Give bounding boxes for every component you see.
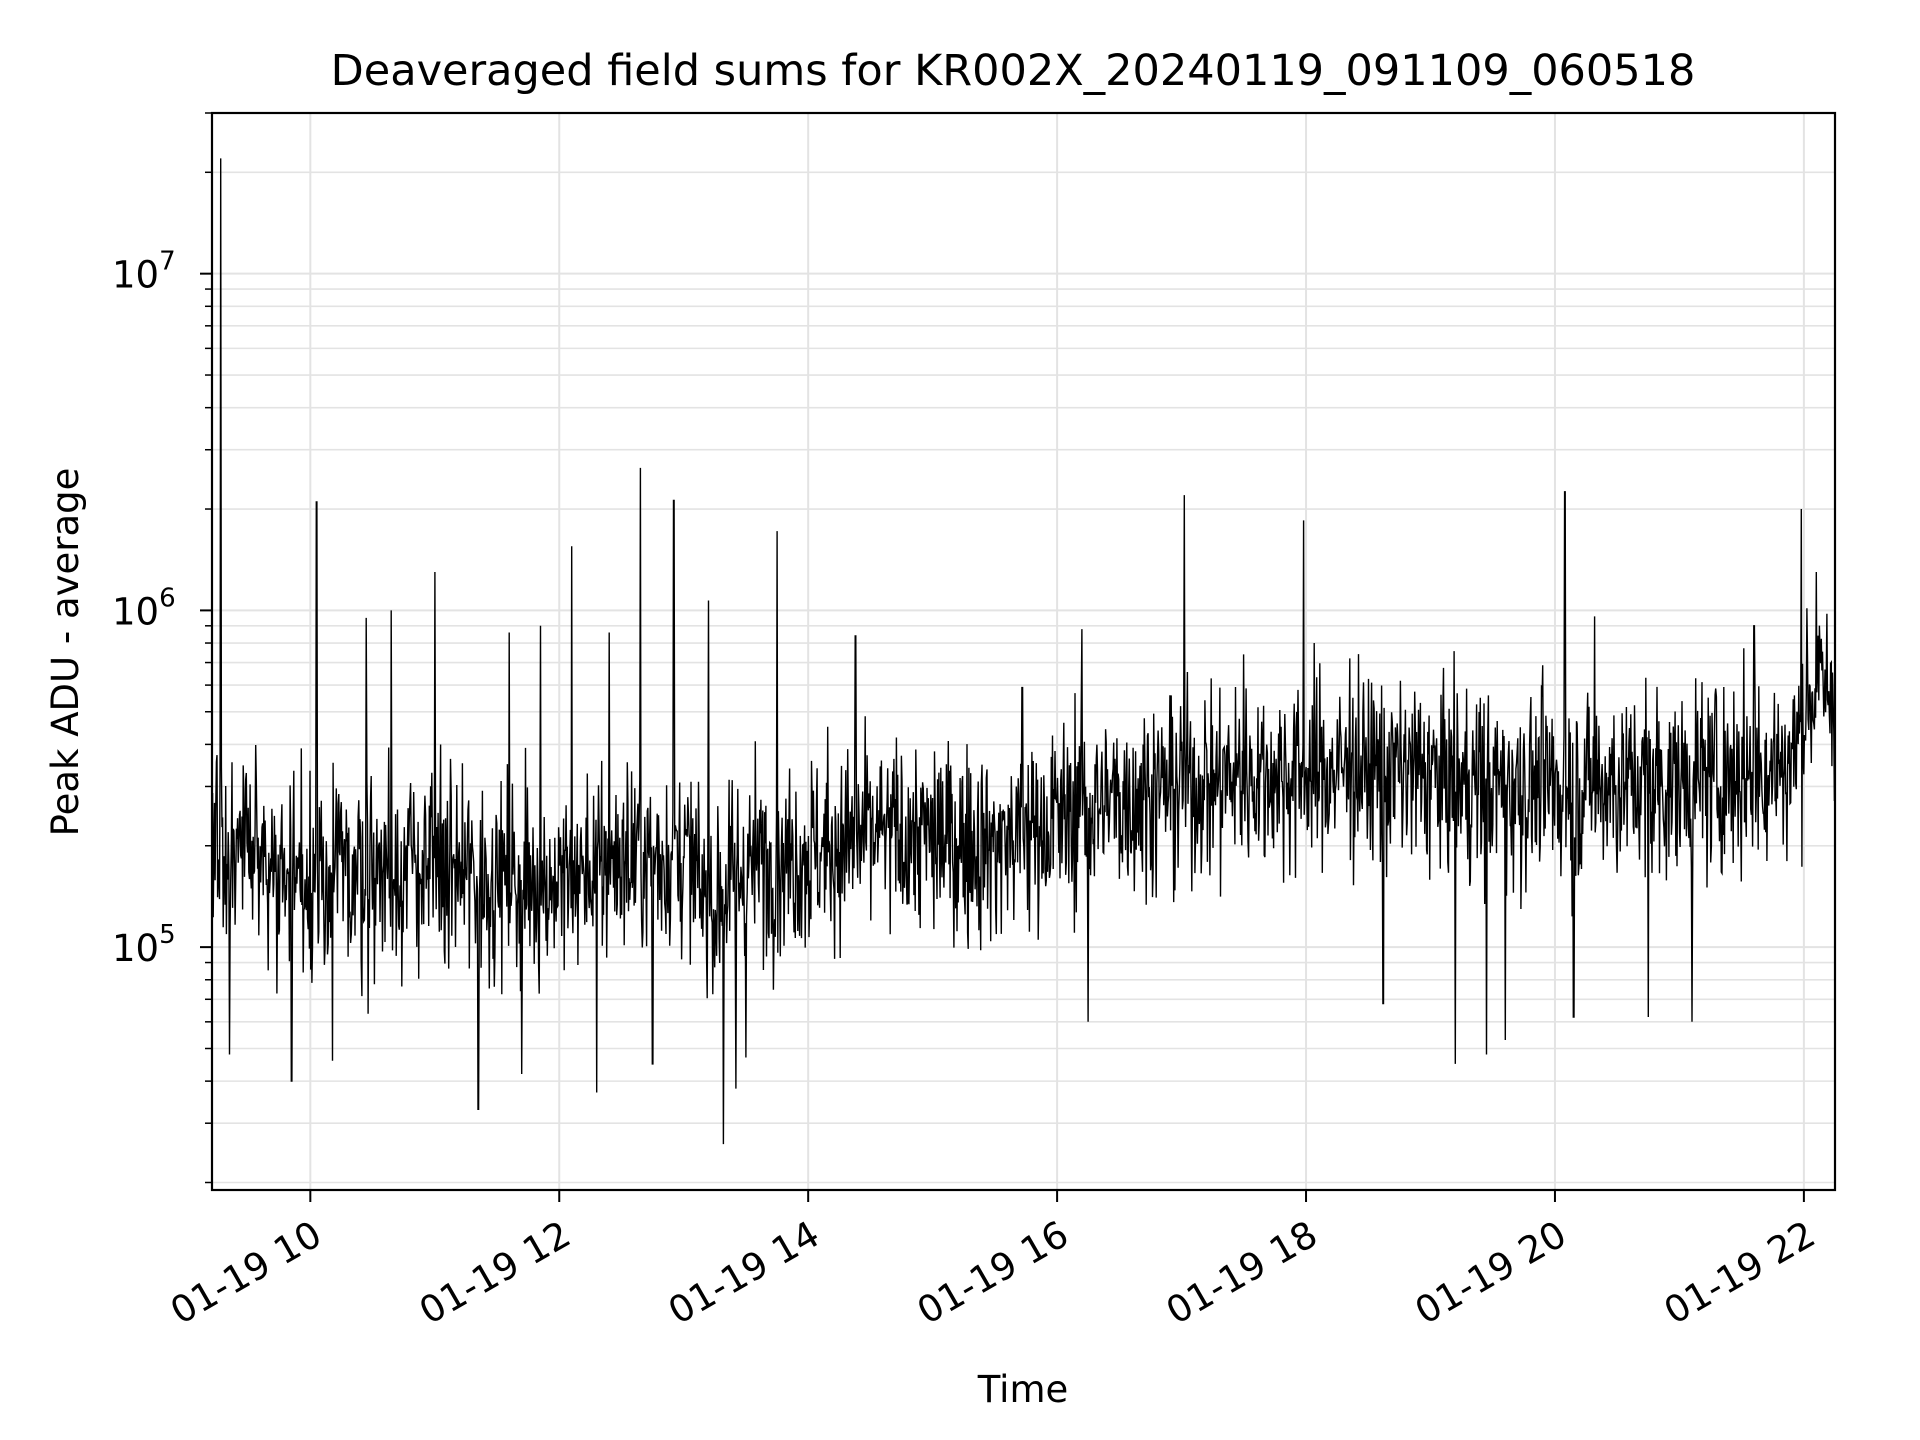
x-tick-label: 01-19 14 [661, 1213, 827, 1333]
plot-area [212, 158, 1835, 1145]
x-tick-label: 01-19 16 [910, 1213, 1076, 1333]
y-tick-label: 106 [112, 583, 176, 633]
plot-frame [210, 111, 1837, 1192]
y-tick-label: 105 [112, 920, 176, 970]
chart-title: Deaveraged field sums for KR002X_2024011… [331, 46, 1696, 96]
y-axis-ticks: 105 106 107 [112, 112, 212, 1184]
x-axis-label: Time [977, 1368, 1069, 1411]
y-tick-label: 107 [112, 247, 176, 297]
series-line [212, 158, 1835, 1145]
grid [212, 112, 1835, 1190]
x-tick-label: 01-19 20 [1408, 1213, 1574, 1333]
x-tick-label: 01-19 10 [163, 1213, 329, 1333]
y-axis-label: Peak ADU - average [44, 468, 87, 837]
x-tick-label: 01-19 22 [1657, 1213, 1823, 1333]
x-axis-ticks: 01-19 10 01-19 12 01-19 14 01-19 16 01-19 18… [163, 1190, 1822, 1333]
x-tick-label: 01-19 18 [1159, 1213, 1325, 1333]
x-tick-label: 01-19 12 [412, 1213, 578, 1333]
